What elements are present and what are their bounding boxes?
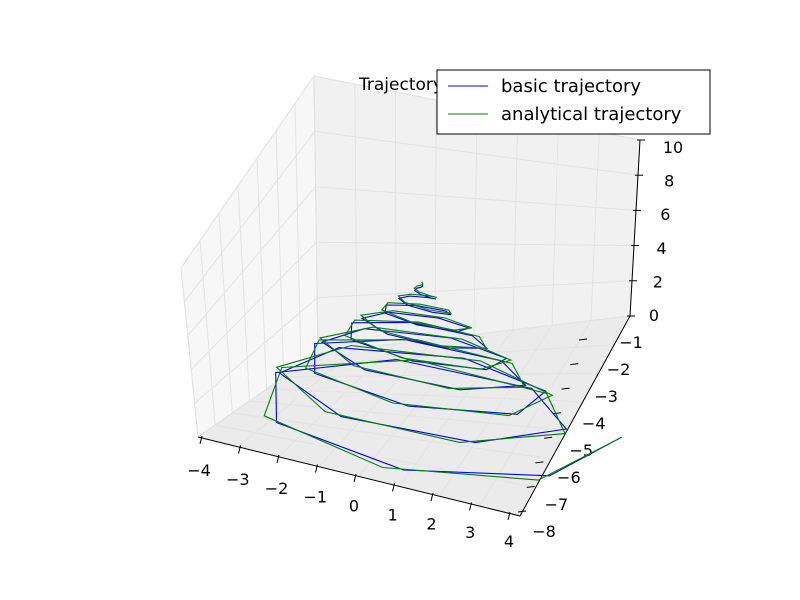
grid-line-y-side — [199, 240, 216, 426]
x-tick-mark — [238, 445, 241, 454]
grid-line-z — [197, 315, 631, 438]
grid-line-x — [439, 324, 553, 497]
grid-line-x-back — [512, 115, 519, 330]
x-tick-label: 0 — [349, 497, 359, 516]
grid-line-y — [283, 372, 599, 378]
x-tick-mark — [199, 435, 203, 445]
grid-line-y — [215, 424, 536, 488]
x-tick-mark — [469, 502, 472, 511]
legend-label-analytical: analytical trajectory — [501, 104, 682, 125]
grid-line-x-back — [551, 123, 559, 326]
x-tick-label: −1 — [303, 488, 327, 507]
grid-line-y — [232, 412, 552, 460]
grid-line-y-side — [218, 213, 233, 414]
x-tick-label: 3 — [465, 523, 475, 542]
y-tick-label: −3 — [594, 387, 618, 406]
x-tick-mark — [507, 511, 511, 521]
x-tick-mark — [315, 464, 318, 473]
axis-lines — [197, 139, 641, 517]
grid-line-x-back — [473, 107, 478, 335]
x-tick-mark — [353, 473, 357, 483]
series-layer — [263, 281, 622, 481]
grid-line-y — [249, 400, 568, 431]
tick-marks — [199, 139, 645, 521]
series-line-analytical-trajectory — [263, 281, 622, 481]
grid-line-y-side — [180, 267, 199, 438]
grid-line-y — [266, 388, 583, 403]
grid-line-y-side — [294, 103, 302, 366]
grid-line-y-side — [256, 158, 268, 390]
legend-box — [436, 69, 711, 135]
x-tick-mark — [276, 454, 280, 464]
grid-line-x-back — [354, 83, 358, 349]
tick-labels: −4 −3 −2 −1 0 1 2 3 4 −8 −7 −6 −5 −4 −3 −2 −1 0 2 4 6 8 10 — [187, 138, 683, 551]
chart-title: Trajectory — [358, 75, 443, 95]
legend-label-basic: basic trajectory — [501, 76, 641, 97]
z-tick-label: 2 — [653, 272, 663, 291]
grid-line-z — [187, 186, 637, 336]
y-tick-label: −8 — [532, 522, 556, 541]
z-tick-label: 8 — [664, 172, 674, 191]
z-axis-line — [629, 139, 641, 317]
grid-line-x — [479, 320, 592, 507]
legend: basic trajectory analytical trajectory — [436, 69, 711, 135]
z-tick-label: 6 — [660, 205, 670, 224]
y-tick-mark — [578, 338, 588, 341]
x-tick-label: −3 — [226, 470, 250, 489]
grid-line-z — [190, 241, 635, 370]
z-tick-label: 0 — [649, 306, 659, 325]
grid-line-y-side — [313, 75, 319, 354]
y-tick-mark — [517, 510, 527, 513]
y-tick-label: −7 — [545, 495, 569, 514]
grid-line-x-back — [395, 91, 397, 344]
y-tick-mark — [526, 485, 535, 488]
y-tick-mark — [535, 461, 544, 464]
y-axis-line — [519, 315, 631, 517]
x-tick-label: −4 — [187, 461, 211, 480]
x-tick-label: 1 — [388, 505, 398, 524]
y-tick-mark — [570, 363, 579, 366]
x-axis-line — [197, 436, 521, 517]
grid-line-z — [184, 130, 639, 303]
y-tick-mark — [544, 436, 553, 439]
x-tick-label: −2 — [265, 479, 289, 498]
grid-line-x-back — [590, 131, 600, 321]
z-tick-label: 10 — [663, 138, 683, 157]
x-tick-mark — [430, 492, 434, 502]
grid-line-y-side — [275, 130, 285, 378]
x-tick-label: 2 — [426, 514, 436, 533]
grid-line-z — [194, 280, 633, 404]
grid-line-y-side — [237, 185, 250, 402]
y-tick-label: −5 — [569, 441, 593, 460]
z-tick-label: 4 — [657, 239, 667, 258]
y-tick-label: −6 — [557, 468, 581, 487]
y-tick-label: −4 — [582, 414, 606, 433]
grid-line-x — [398, 329, 514, 487]
y-tick-label: −1 — [619, 333, 643, 352]
y-tick-mark — [561, 387, 570, 390]
y-tick-mark — [552, 412, 561, 415]
y-tick-label: −2 — [607, 360, 631, 379]
x-tick-mark — [392, 483, 395, 492]
x-tick-label: 4 — [504, 532, 514, 551]
